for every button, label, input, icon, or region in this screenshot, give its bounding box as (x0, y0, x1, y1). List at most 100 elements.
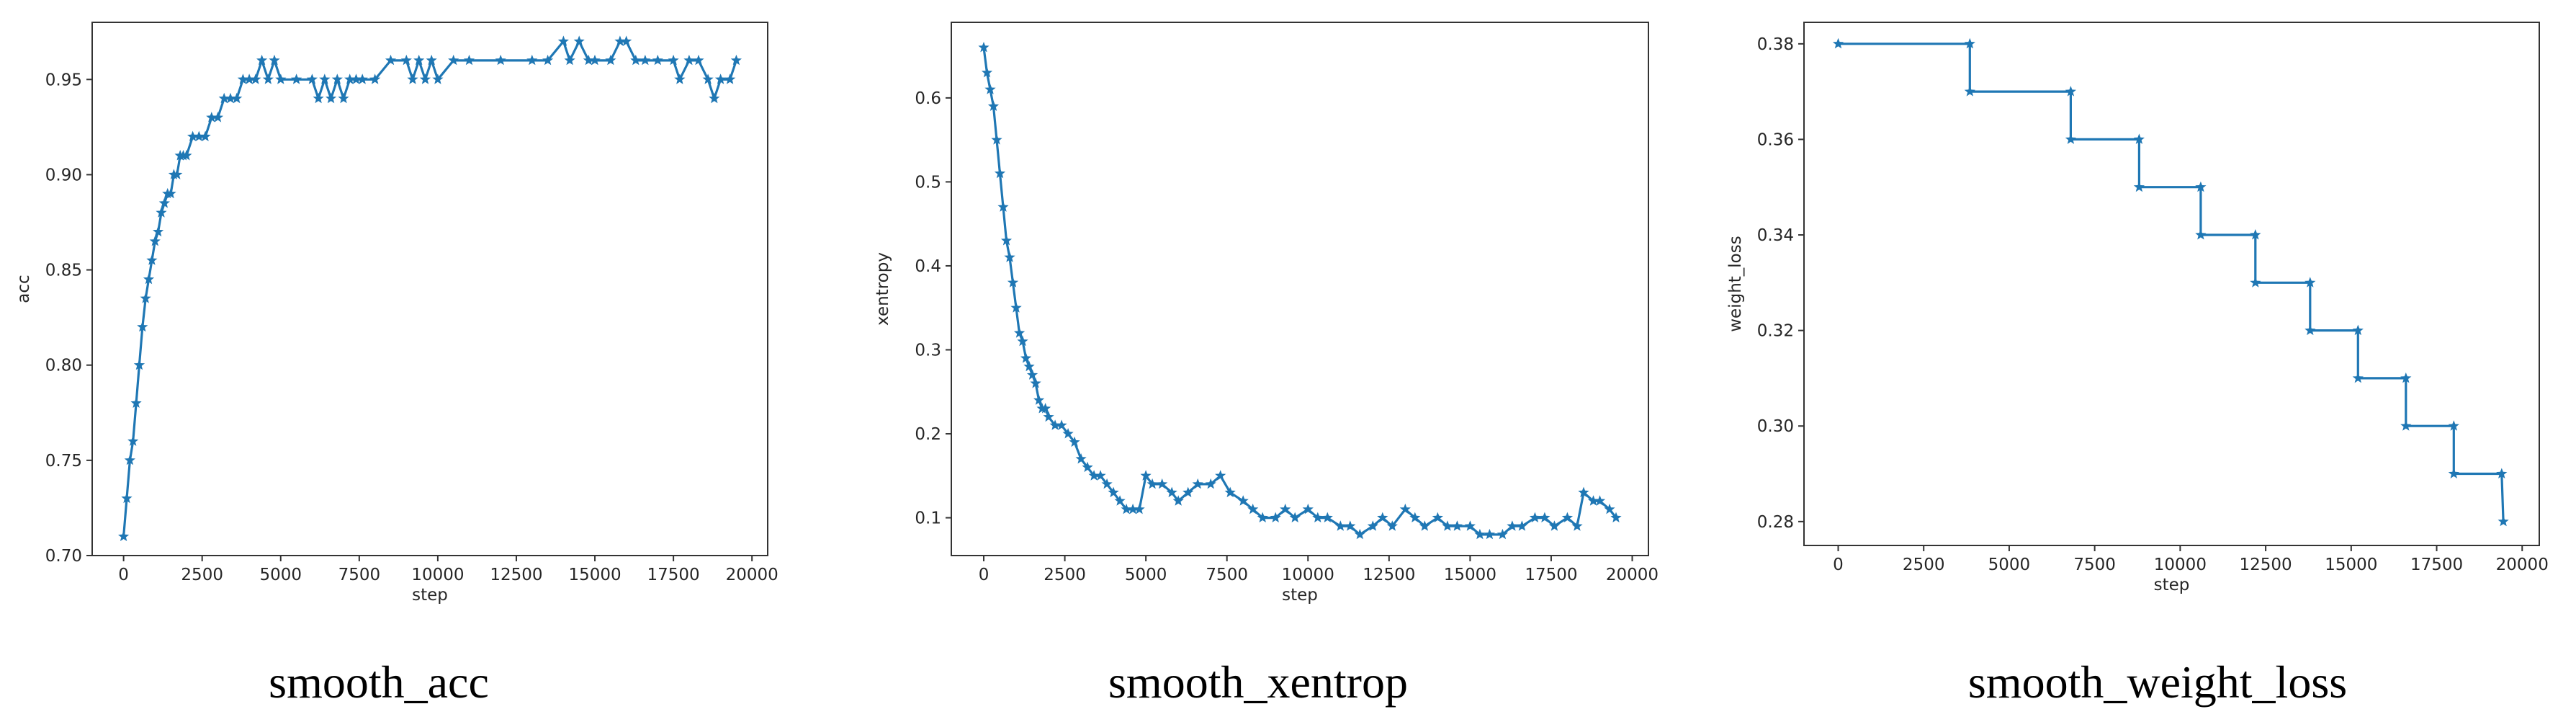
data-point (709, 92, 720, 104)
data-point (1548, 520, 1560, 531)
data-point (495, 54, 506, 66)
data-point (2065, 133, 2076, 144)
data-point (1004, 251, 1015, 262)
x-axis-label: step (412, 586, 448, 605)
x-tick-label: 17500 (2410, 556, 2463, 574)
data-point (557, 35, 569, 46)
data-point (605, 54, 616, 66)
data-point (1166, 486, 1177, 498)
data-point (2352, 372, 2364, 383)
data-point (1604, 503, 1615, 514)
data-point (291, 73, 302, 84)
x-tick-label: 0 (979, 566, 989, 584)
data-point (1237, 495, 1249, 506)
y-tick-label: 0.34 (1757, 226, 1794, 245)
data-point (1354, 528, 1365, 540)
data-point (978, 42, 989, 53)
x-tick-label: 12500 (1363, 566, 1415, 584)
data-point (683, 54, 695, 66)
data-point (118, 530, 130, 541)
data-point (1561, 512, 1574, 522)
data-point (1205, 478, 1216, 489)
data-point (2400, 372, 2412, 383)
x-tick-label: 15000 (568, 566, 621, 584)
data-point (1257, 512, 1268, 522)
data-point (714, 73, 727, 84)
data-point (1442, 520, 1453, 531)
data-point (2352, 324, 2364, 336)
data-point (187, 130, 199, 141)
data-point (652, 54, 663, 66)
data-point (1157, 478, 1168, 489)
x-tick-label: 5000 (1125, 566, 1167, 584)
data-point (385, 54, 397, 66)
data-point (542, 54, 554, 66)
data-point (1571, 520, 1583, 531)
data-point (1020, 352, 1032, 363)
x-tick-label: 7500 (2073, 556, 2116, 574)
data-point (1334, 520, 1346, 531)
data-point (237, 73, 248, 84)
data-point (212, 112, 224, 122)
data-point (356, 73, 368, 84)
data-point (243, 73, 255, 84)
markers (118, 35, 742, 541)
chart-caption: smooth_xentrop (1108, 656, 1408, 708)
data-point (1134, 503, 1145, 514)
y-tick-label: 0.38 (1757, 35, 1794, 54)
data-point (1069, 436, 1080, 447)
data-point (171, 169, 183, 179)
chart-caption: smooth_acc (269, 656, 489, 708)
data-point (994, 167, 1006, 179)
x-tick-label: 7500 (1206, 566, 1248, 584)
series-line (1838, 43, 2505, 522)
y-axis-label: weight_loss (1726, 236, 1745, 331)
data-point (2065, 86, 2076, 97)
series-line (982, 47, 1617, 536)
data-point (1140, 470, 1152, 481)
x-tick-label: 17500 (1525, 566, 1577, 584)
y-tick-label: 0.32 (1757, 322, 1794, 341)
data-point (1496, 528, 1508, 540)
data-point (369, 73, 381, 84)
data-point (1484, 528, 1495, 540)
data-point (1539, 512, 1550, 522)
xentropy-chart: 0 2500 5000 7500 10000 12500 15000 17500 20000 0.… (874, 22, 1659, 708)
data-point (165, 187, 176, 199)
y-tick-label: 0.85 (45, 262, 82, 280)
data-point (231, 92, 243, 104)
data-point (1516, 520, 1527, 531)
data-point (1432, 512, 1443, 522)
data-point (668, 54, 679, 66)
data-point (1302, 503, 1314, 514)
data-point (1312, 512, 1324, 522)
data-point (1030, 378, 1041, 388)
data-point (193, 130, 205, 141)
y-tick-label: 0.70 (45, 547, 82, 566)
data-point (573, 35, 585, 46)
data-point (1026, 369, 1038, 380)
data-point (1270, 512, 1281, 522)
data-point (407, 73, 418, 84)
data-point (124, 454, 135, 465)
x-tick-label: 5000 (259, 566, 302, 584)
data-point (1610, 512, 1622, 522)
x-tick-label: 12500 (490, 566, 542, 584)
data-point (400, 54, 412, 66)
x-tick-label: 0 (118, 566, 129, 584)
data-point (1529, 512, 1540, 522)
y-tick-label: 0.90 (45, 166, 82, 184)
acc-chart: 0 2500 5000 7500 10000 12500 15000 17500 20000 0.… (14, 22, 778, 708)
data-point (1172, 495, 1184, 506)
data-point (2448, 420, 2459, 431)
data-point (130, 397, 142, 408)
y-tick-label: 0.6 (915, 89, 941, 108)
data-point (1043, 411, 1054, 422)
data-point (275, 73, 287, 84)
data-point (1062, 428, 1074, 439)
data-point (2250, 277, 2261, 288)
data-point (2305, 324, 2316, 336)
data-point (225, 92, 236, 104)
y-axis-label: xentropy (874, 252, 892, 326)
